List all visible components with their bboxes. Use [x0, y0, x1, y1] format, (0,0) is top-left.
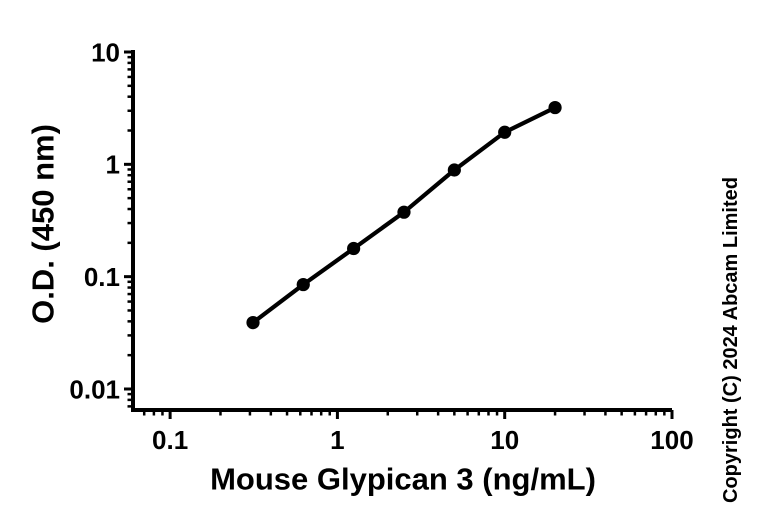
data-point-marker: [498, 125, 512, 139]
data-point-marker: [296, 277, 310, 292]
x-tick-label: 0.1: [152, 425, 188, 455]
x-tick-label: 100: [650, 425, 693, 455]
data-point-marker: [548, 100, 562, 115]
y-tick-label: 10: [91, 37, 120, 67]
copyright-notice: Copyright (C) 2024 Abcam Limited: [720, 177, 742, 503]
data-point-marker: [347, 241, 361, 256]
y-tick-label: 1: [106, 150, 120, 180]
data-point-marker: [246, 315, 260, 330]
data-point-marker: [397, 205, 411, 219]
y-tick-label: 0.1: [84, 262, 120, 292]
x-axis-title: Mouse Glypican 3 (ng/mL): [210, 461, 596, 497]
x-tick-label: 10: [490, 425, 519, 455]
y-tick-label: 0.01: [69, 374, 120, 404]
data-point-marker: [447, 163, 461, 177]
y-axis-title: O.D. (450 nm): [25, 124, 61, 324]
x-tick-label: 1: [330, 425, 344, 455]
